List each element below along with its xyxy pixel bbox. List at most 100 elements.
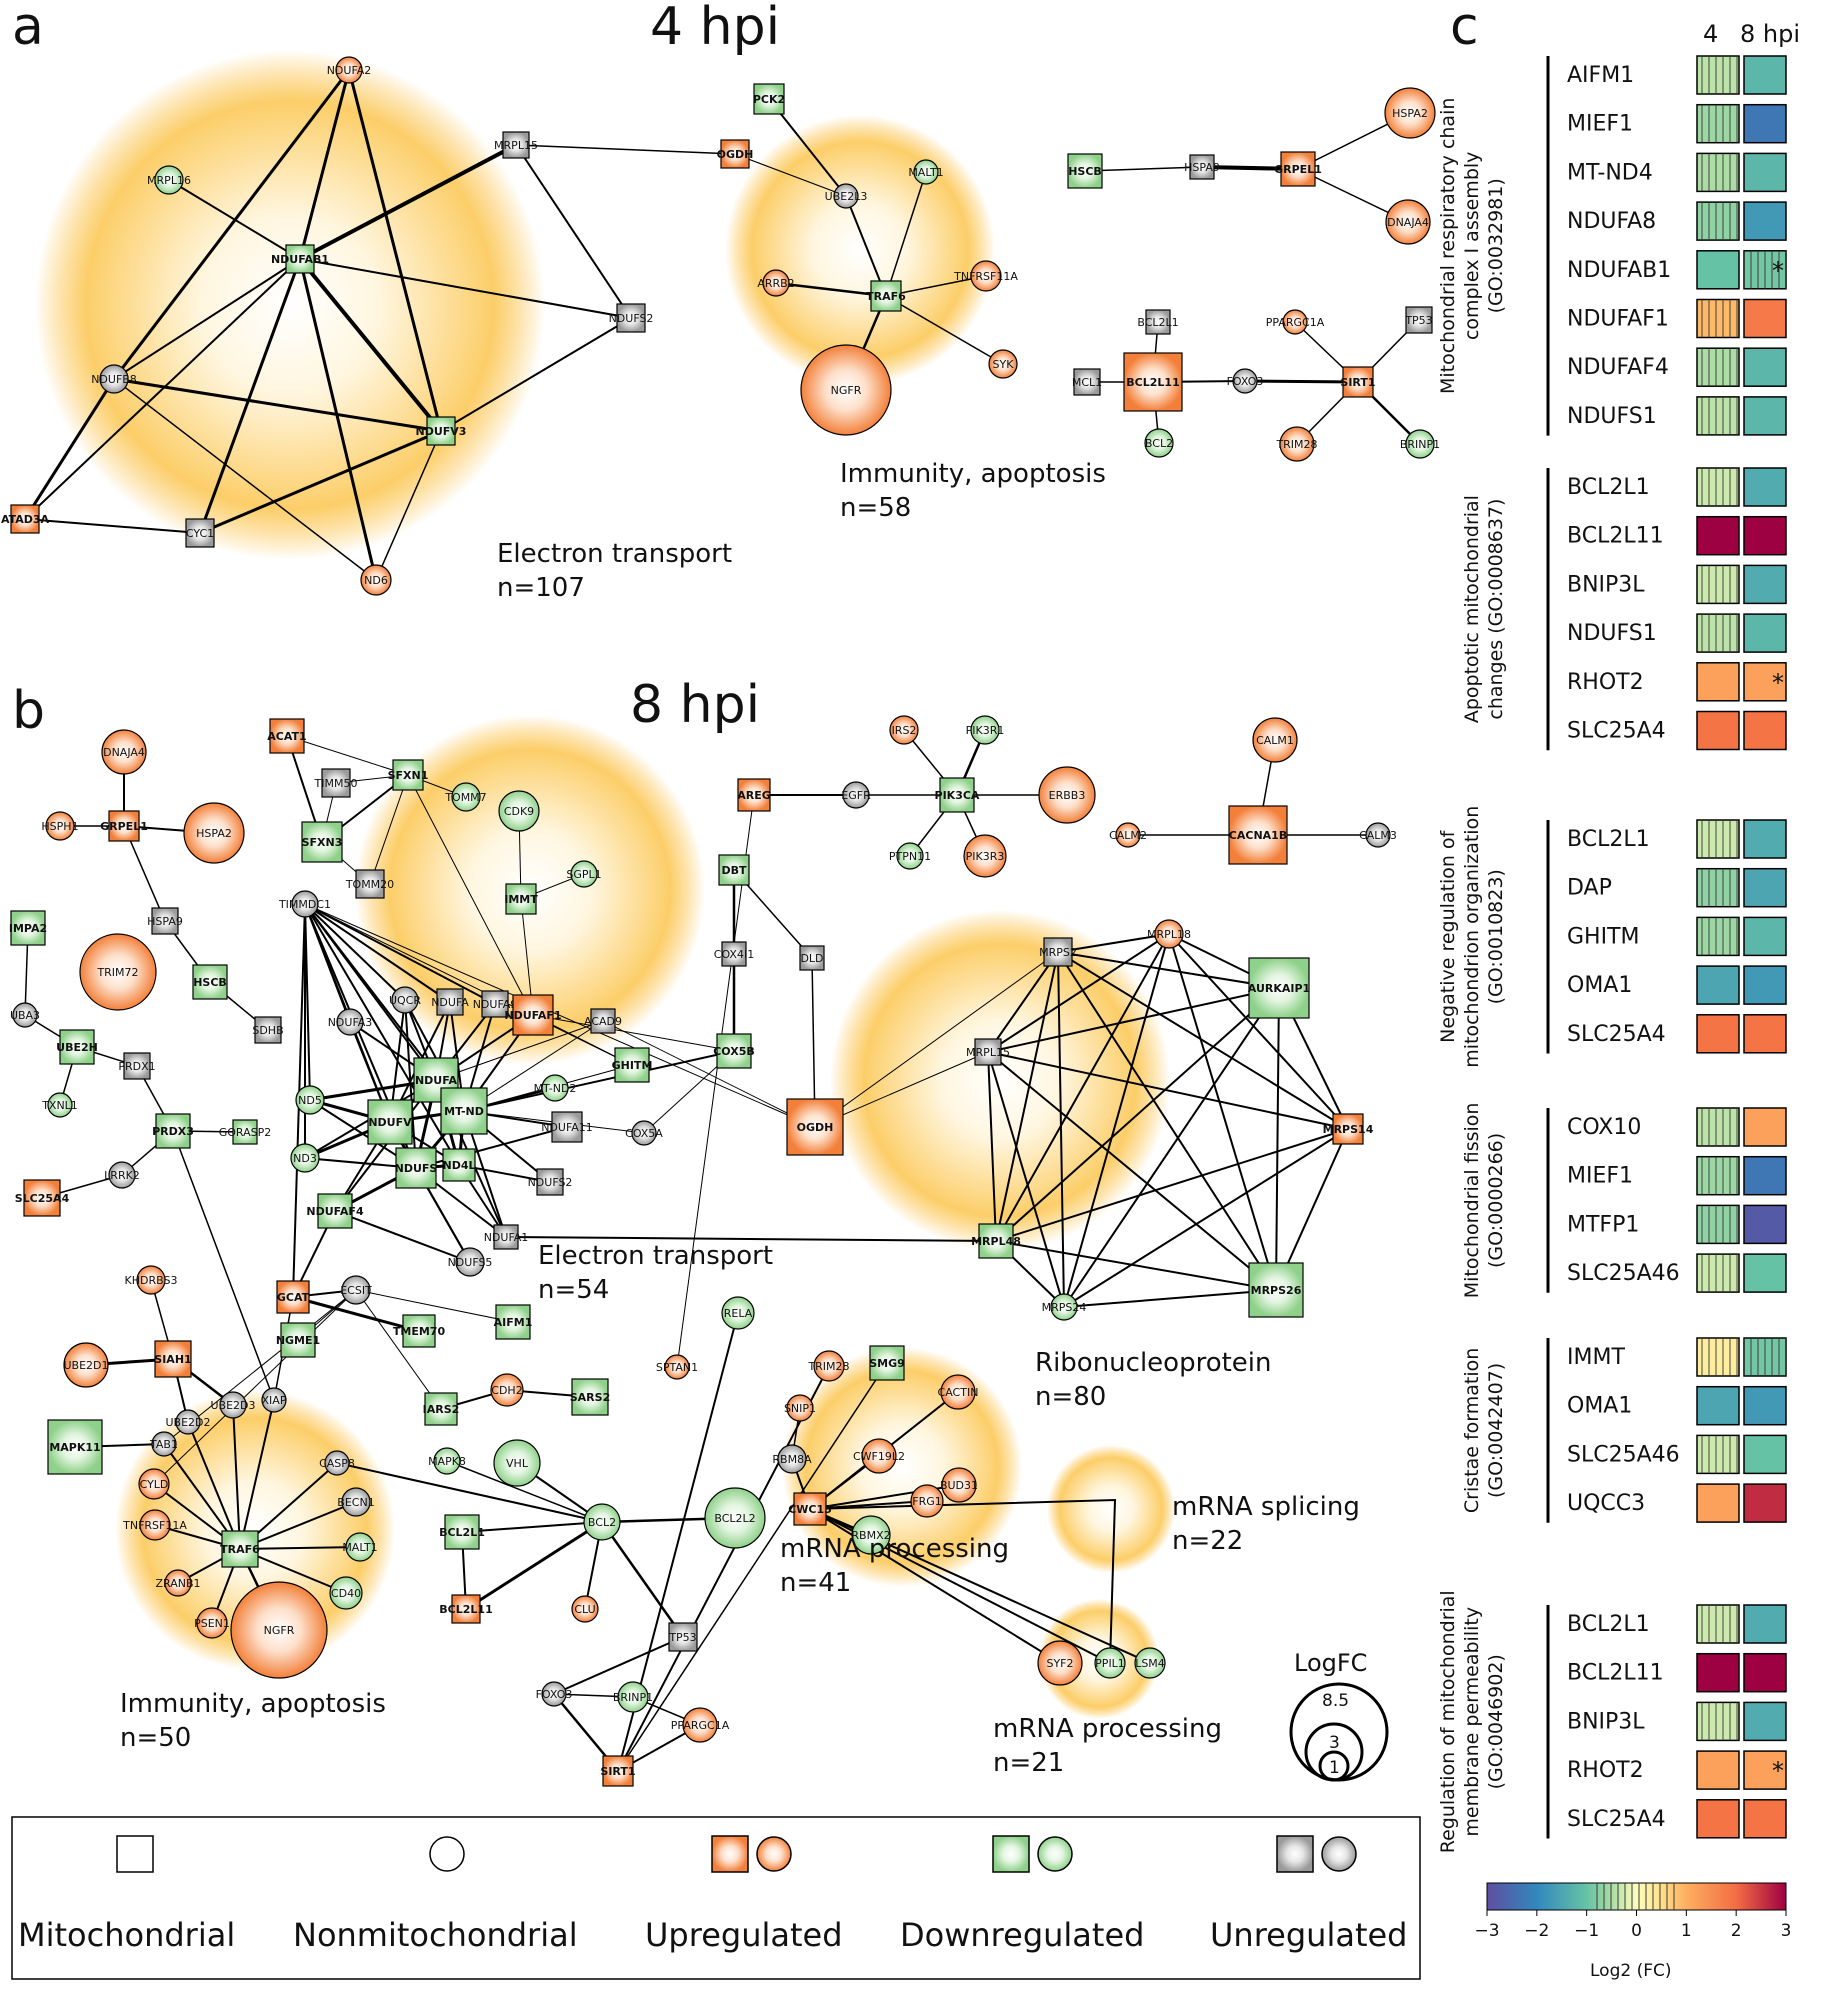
legend-label-downregulated: Downregulated (900, 1916, 1144, 1954)
node-label: PRDX1 (118, 1060, 155, 1073)
node-label: SYK (993, 358, 1015, 371)
node-MRPS26: MRPS26 (1248, 1262, 1304, 1318)
node-circle (291, 890, 319, 918)
node-label: TXNL1 (41, 1099, 78, 1112)
node-circle (498, 790, 540, 832)
node-NDUFA11: NDUFA11 (541, 1111, 593, 1143)
heatmap-cell-hatch (1697, 917, 1739, 956)
node-TOMM7: TOMM7 (444, 782, 487, 812)
node-label: GHITM (612, 1059, 653, 1072)
go-term-label: (GO:0000266) (1485, 1133, 1507, 1268)
cluster-label-8-splicing: mRNA splicing (1172, 1492, 1360, 1522)
node-ND6: ND6 (360, 564, 392, 596)
node-label: NDUFV (368, 1116, 412, 1129)
net8-edge (123, 825, 166, 922)
node-SYF2: SYF2 (1037, 1640, 1083, 1686)
node-label: FOXO3 (1227, 375, 1264, 388)
node-label: CD40 (331, 1587, 361, 1600)
node-label: HSCB (193, 976, 227, 989)
node-label: NDUFS2 (528, 1176, 573, 1189)
node-circle (1365, 822, 1391, 848)
node-label: NDUFA9 (473, 998, 518, 1011)
heatmap-gene-label: DAP (1567, 876, 1612, 901)
node-SIRT1: SIRT1 (600, 1755, 636, 1787)
cluster-label-4-et: Electron transport (497, 539, 732, 569)
node-MRPL15: MRPL15 (494, 131, 538, 159)
node-circle (861, 1438, 897, 1474)
node-UBE2D2: UBE2D2 (165, 1409, 211, 1435)
node-circle (583, 1503, 621, 1541)
node-label: MRPS2 (1039, 946, 1077, 959)
node-square (108, 810, 140, 842)
node-square (355, 869, 385, 899)
shape-color-legend: Mitochondrial Nonmitochondrial Upregulat… (11, 1816, 1421, 1980)
node-OGDH: OGDH (717, 139, 753, 169)
node-NDUFA: NDUFA (431, 988, 469, 1016)
node-circle (108, 1161, 136, 1189)
net4-edge (885, 295, 1004, 365)
node-label: DBT (721, 864, 747, 877)
net8-edge (1275, 987, 1280, 1291)
net8-edge (1063, 1289, 1277, 1308)
node-circle (571, 1595, 599, 1623)
node-label: MT-ND (444, 1105, 484, 1118)
net8-edge (676, 794, 755, 1368)
node-PRDX3: PRDX3 (152, 1113, 194, 1149)
heatmap-gene-label: BCL2L11 (1567, 524, 1664, 549)
node-label: OGDH (797, 1121, 834, 1134)
heatmap-gene-label: NDUFAB1 (1567, 258, 1671, 283)
node-square (571, 1378, 609, 1416)
node-label: MT-ND2 (534, 1082, 577, 1095)
node-circle (970, 715, 1000, 745)
node-circle (1384, 87, 1436, 139)
colorbar-tick-label: −3 (1474, 1921, 1499, 1941)
node-TOMM20: TOMM20 (345, 869, 394, 899)
node-label: AIFM1 (494, 1316, 533, 1329)
net8-edge (995, 1240, 1277, 1291)
node-TP53: TP53 (668, 1622, 698, 1652)
net8-edge (1063, 1128, 1349, 1308)
heatmap-col-4: 4 (1703, 20, 1718, 48)
node-LSM4: LSM4 (1134, 1647, 1166, 1679)
node-label: TP53 (668, 1631, 696, 1644)
node-NDUFA9: NDUFA9 (473, 990, 518, 1018)
node-label: FRG1 (912, 1495, 942, 1508)
node-circle (1232, 368, 1258, 394)
node-label: SYF2 (1046, 1657, 1073, 1670)
go-term-label: membrane permeability (1461, 1607, 1483, 1837)
node-PPARGC1A: PPARGC1A (1266, 309, 1325, 335)
node-ARRB2: ARRB2 (757, 269, 795, 297)
node-NDUFS: NDUFS (395, 1147, 437, 1189)
heatmap-gene-label: BCL2L1 (1567, 1612, 1650, 1637)
significance-star: * (1772, 1757, 1784, 1785)
net4-edge (885, 171, 927, 297)
heatmap-cell (1696, 1385, 1740, 1426)
node-label: NDUFAF4 (306, 1205, 364, 1218)
node-square (1280, 151, 1316, 187)
heatmap-cell-hatch (1697, 1254, 1739, 1293)
heatmap-gene-label: NDUFAF4 (1567, 355, 1669, 380)
net8-edge (1063, 987, 1280, 1308)
node-BCL2: BCL2 (583, 1503, 621, 1541)
cluster-n-4-imm: n=58 (840, 493, 911, 523)
node-square (221, 1530, 259, 1568)
heatmap-cell (1743, 515, 1787, 556)
cluster-n-8-mrna41: n=41 (780, 1568, 851, 1598)
node-label: TAB1 (149, 1438, 178, 1451)
node-circle (138, 1468, 170, 1500)
node-label: XIAP (262, 1394, 287, 1407)
heatmap-group: Regulation of mitochondrial membrane perm… (1437, 1590, 1787, 1853)
net8-edge (239, 1399, 275, 1550)
heatmap-cell-hatch (1697, 820, 1739, 858)
node-CDK9: CDK9 (498, 790, 540, 832)
net8-edge (304, 903, 816, 1128)
heatmap-cell (1743, 1155, 1787, 1196)
heatmap-col-8hpi: 8 hpi (1740, 20, 1800, 48)
go-term-label: Regulation of mitochondrial (1437, 1590, 1459, 1853)
node-square (1342, 366, 1374, 398)
heatmap-cell (1743, 1253, 1787, 1293)
heatmap-gene-label: MTFP1 (1567, 1212, 1639, 1237)
node-label: TP53 (1404, 314, 1432, 327)
net8-edge (463, 1050, 735, 1112)
node-square (395, 1147, 437, 1189)
